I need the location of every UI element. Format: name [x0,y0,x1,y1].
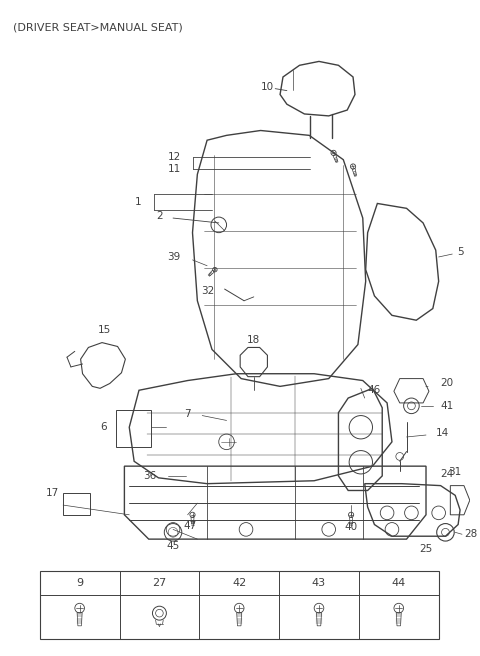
Text: 20: 20 [441,379,454,388]
Text: 9: 9 [76,578,83,588]
Text: 2: 2 [156,211,163,221]
Text: 6: 6 [100,422,107,432]
Text: 42: 42 [232,578,246,588]
Text: 7: 7 [184,409,191,419]
Text: 47: 47 [183,522,196,531]
Text: (DRIVER SEAT>MANUAL SEAT): (DRIVER SEAT>MANUAL SEAT) [12,22,182,33]
Text: 14: 14 [436,428,449,438]
Text: 11: 11 [168,165,181,174]
Text: 24: 24 [441,469,454,479]
Text: 41: 41 [441,401,454,411]
Text: 10: 10 [261,82,274,92]
Text: 17: 17 [46,489,59,499]
Text: 28: 28 [464,529,477,539]
Text: 1: 1 [135,197,142,207]
Text: 40: 40 [345,522,358,533]
Text: 5: 5 [457,247,464,257]
Text: 43: 43 [312,578,326,588]
Text: 15: 15 [98,325,111,335]
Text: 25: 25 [420,544,432,554]
Text: 18: 18 [247,335,261,344]
Text: 12: 12 [168,152,181,162]
Text: 46: 46 [368,385,381,396]
Text: 32: 32 [202,286,215,296]
Text: 39: 39 [168,252,181,262]
Text: 31: 31 [449,467,462,477]
Text: 36: 36 [143,471,156,481]
Text: 27: 27 [152,578,167,588]
Text: 44: 44 [392,578,406,588]
Text: 45: 45 [167,541,180,551]
